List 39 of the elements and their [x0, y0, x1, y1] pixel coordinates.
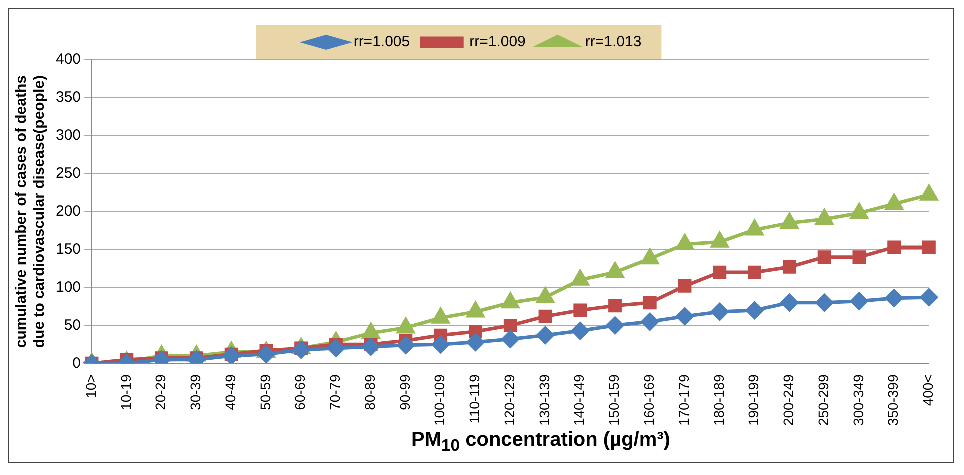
x-tick-label: 300-349	[850, 374, 866, 426]
x-tick-label: 60-69	[292, 374, 308, 410]
y-tick-label: 350	[56, 89, 82, 106]
y-tick-label: 200	[56, 202, 82, 220]
y-tick-label: 100	[56, 278, 82, 296]
y-tick-label: 300	[56, 127, 82, 144]
y-tick-label: 250	[56, 165, 82, 182]
legend-label: rr=1.013	[585, 34, 642, 51]
x-tick-label: 200-249	[780, 374, 797, 426]
y-tick-label: 400	[56, 51, 82, 68]
x-tick-label: 20-29	[152, 374, 169, 410]
x-tick-label: 120-129	[501, 374, 518, 426]
x-tick-label: 90-99	[396, 374, 413, 410]
x-tick-label: 30-39	[188, 374, 204, 410]
y-tick-label: 150	[56, 240, 82, 258]
x-tick-label: 170-179	[676, 374, 692, 426]
x-tick-label: 140-149	[571, 374, 588, 426]
x-tick-label: 180-189	[710, 374, 727, 426]
x-tick-label: 80-89	[362, 374, 378, 410]
x-tick-label: 70-79	[327, 374, 344, 410]
x-tick-label: 40-49	[222, 374, 238, 410]
x-tick-label: 400<	[920, 374, 936, 406]
y-tick-label: 50	[64, 316, 82, 334]
legend-label: rr=1.005	[354, 34, 410, 51]
x-tick-label: 190-199	[746, 374, 762, 426]
x-tick-label: 130-139	[536, 374, 552, 426]
y-axis-title: cumulative number of cases of deaths due to cardiovascular disease(people)	[13, 76, 48, 348]
x-tick-label: 10>	[82, 374, 99, 398]
x-tick-label: 110-119	[466, 374, 483, 424]
x-tick-label: 10-19	[118, 374, 134, 410]
x-tick-label: 50-59	[257, 374, 274, 410]
y-tick-label: 0	[72, 354, 82, 372]
x-tick-label: 150-159	[606, 374, 622, 426]
x-tick-label: 250-299	[815, 374, 832, 426]
x-tick-label: 350-399	[885, 374, 902, 426]
legend-label: rr=1.009	[470, 34, 526, 51]
x-axis-title: PM$_{10}$ concentration (µg/m³)	[410, 429, 672, 457]
x-tick-label: 100-109	[432, 374, 448, 426]
x-tick-label: 160-169	[641, 374, 657, 426]
